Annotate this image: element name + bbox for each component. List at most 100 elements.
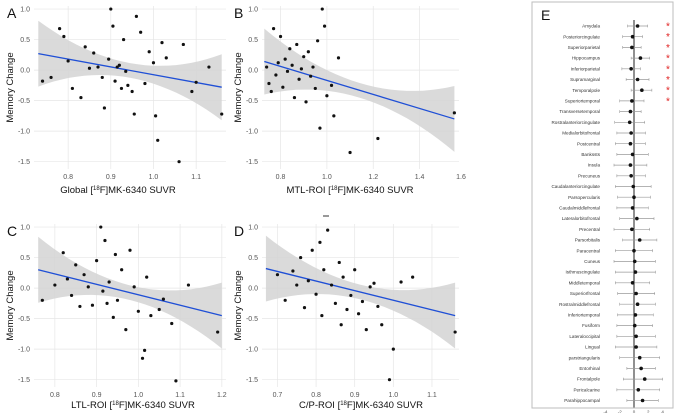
data-point [453,330,457,334]
panel-A: 1.0 0.5 0.0 -0.5 -1.0 -1.5 0.8 0.9 1.0 1.1 A Memory… [5,5,226,196]
roi-label: Temporalpole [572,88,600,93]
estimate-point [635,216,639,221]
y-tick-label: -0.5 [246,316,258,323]
estimate-point [630,206,635,210]
data-point [337,260,341,265]
regression-line [38,269,222,317]
data-point [283,298,287,302]
data-point [299,67,303,71]
panel-B: 1.0 0.5 0.0 -0.5 -1.0 -1.5 0.8 1.0 1.2 1.4 1.6 B Mem… [233,5,466,196]
data-point [99,225,103,229]
data-point [92,51,96,55]
data-point [360,299,365,304]
estimate-point [634,291,638,296]
significance-star: * [666,86,670,97]
data-point [140,356,145,360]
estimate-point [630,227,634,232]
y-tick-label: 1.0 [248,225,258,232]
x-tick-label: -4 [603,410,607,413]
data-point [194,80,198,84]
estimate-point [629,67,633,71]
data-point [119,86,124,91]
data-point [70,86,74,91]
data-point [313,86,317,91]
roi-label: Entorhinal [579,366,600,371]
data-point [181,42,185,47]
roi-label: Bankssts [581,152,600,157]
significance-star: * [666,32,670,43]
y-tick-label: 0.0 [20,286,30,293]
data-point [113,252,117,257]
x-tick-label: 0.8 [50,392,60,399]
data-point [207,65,211,69]
estimate-point [634,334,638,339]
data-point [322,24,327,28]
data-point [295,42,299,47]
estimate-point [636,388,641,392]
estimate-point [630,34,635,39]
data-point [120,268,124,272]
roi-label: Parsorbitalis [575,238,601,243]
y-tick-label: 1.0 [248,7,258,14]
estimate-point [629,174,633,178]
data-point [128,248,132,252]
data-point [78,304,82,309]
data-point [314,292,318,296]
data-point [364,328,368,332]
data-point [380,323,384,327]
data-point [103,238,107,243]
estimate-point [628,141,633,146]
x-axis-label: Global [18F]MK-6340 SUVR [60,185,176,196]
y-tick-label: 0.0 [248,68,258,75]
x-tick-label: 1.1 [175,392,185,399]
data-point [356,312,361,316]
estimate-point [635,24,640,28]
roi-label: Superiorfrontal [570,291,600,296]
x-tick-label: 0.9 [106,174,116,181]
significance-star: * [666,64,670,75]
roi-label: Cuneus [584,259,601,264]
y-tick-label: -0.5 [18,98,30,105]
data-point [276,61,280,65]
x-tick-label: 1.0 [388,392,398,399]
data-point [143,81,147,86]
data-point [299,255,303,260]
estimate-point [629,131,633,135]
data-point [134,14,138,18]
y-tick-label: 1.0 [20,225,30,232]
estimate-point [635,77,640,82]
data-point [316,39,320,43]
data-point [177,160,181,164]
data-point [170,321,174,326]
roi-label: Rostralmiddlefrontal [559,302,600,307]
estimate-point [637,238,642,242]
data-point [111,315,115,320]
data-point [96,65,100,69]
data-point [124,69,128,73]
estimate-point [627,120,632,125]
data-point [292,95,297,100]
y-tick-label: 0.0 [248,286,258,293]
data-point [147,50,151,54]
significance-star: * [666,22,670,33]
data-point [74,263,78,267]
data-point [53,283,57,287]
significance-star: * [666,75,670,86]
x-tick-label: 0.9 [350,392,360,399]
regression-line [38,52,222,88]
y-tick-label: -1.0 [18,129,30,136]
panel-letter: D [234,223,244,239]
roi-label: parstriangularis [569,355,601,360]
data-point [117,63,121,67]
y-axis-label: Memory Change [5,52,16,122]
x-tick-label: 1.1 [427,392,437,399]
data-point [411,275,415,279]
data-point [387,378,392,382]
data-point [339,323,343,327]
y-tick-label: 0.5 [248,37,258,44]
significance-star: * [666,43,670,54]
data-point [372,281,376,285]
roi-label: Lateraloccipital [569,334,600,339]
estimate-point [637,355,642,360]
